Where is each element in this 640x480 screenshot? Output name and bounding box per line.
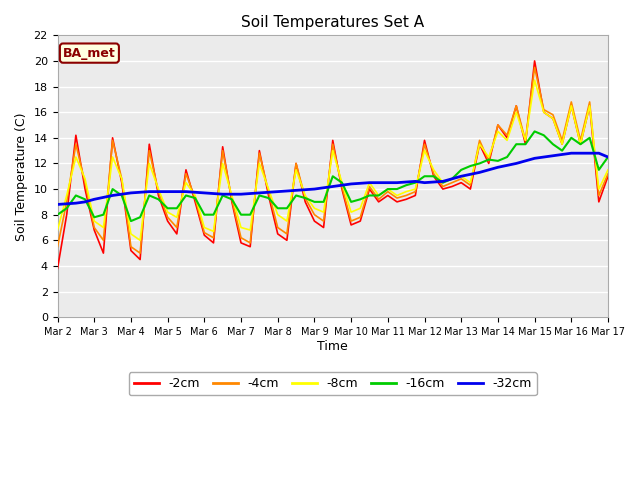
-4cm (191, 195, 199, 201)
-16cm (549, 141, 557, 147)
-2cm (54, 265, 61, 271)
-2cm (182, 167, 190, 173)
-16cm (255, 192, 263, 198)
-32cm (164, 189, 172, 194)
-4cm (356, 215, 364, 220)
Line: -4cm: -4cm (58, 67, 608, 253)
-8cm (393, 192, 401, 198)
X-axis label: Time: Time (317, 340, 348, 353)
-8cm (531, 77, 538, 83)
-2cm (384, 192, 392, 198)
Legend: -2cm, -4cm, -8cm, -16cm, -32cm: -2cm, -4cm, -8cm, -16cm, -32cm (129, 372, 537, 396)
-2cm (164, 218, 172, 224)
-32cm (54, 202, 61, 207)
-4cm (531, 64, 538, 70)
-16cm (356, 196, 364, 202)
-32cm (568, 150, 575, 156)
-8cm (255, 161, 263, 167)
-2cm (348, 222, 355, 228)
Line: -32cm: -32cm (58, 153, 608, 204)
-8cm (604, 167, 612, 173)
-4cm (393, 195, 401, 201)
-8cm (356, 205, 364, 211)
Text: BA_met: BA_met (63, 47, 116, 60)
-8cm (136, 238, 144, 243)
-4cm (549, 112, 557, 118)
-32cm (348, 181, 355, 187)
Line: -16cm: -16cm (58, 132, 608, 221)
-16cm (173, 205, 180, 211)
-32cm (182, 189, 190, 194)
-16cm (604, 154, 612, 160)
-32cm (531, 156, 538, 161)
-4cm (604, 171, 612, 177)
-2cm (246, 244, 254, 250)
-16cm (531, 129, 538, 134)
-2cm (540, 109, 548, 115)
-8cm (54, 227, 61, 233)
-32cm (246, 191, 254, 196)
-16cm (127, 218, 135, 224)
-2cm (531, 58, 538, 64)
-4cm (255, 150, 263, 156)
-32cm (604, 154, 612, 160)
-32cm (384, 180, 392, 186)
-16cm (54, 212, 61, 217)
-2cm (604, 173, 612, 179)
-4cm (54, 244, 61, 250)
-16cm (393, 186, 401, 192)
Title: Soil Temperatures Set A: Soil Temperatures Set A (241, 15, 424, 30)
Y-axis label: Soil Temperature (C): Soil Temperature (C) (15, 112, 28, 240)
Line: -8cm: -8cm (58, 80, 608, 240)
-8cm (173, 215, 180, 220)
-4cm (173, 225, 180, 230)
-4cm (136, 250, 144, 256)
-8cm (549, 116, 557, 121)
-8cm (191, 192, 199, 198)
-16cm (191, 195, 199, 201)
Line: -2cm: -2cm (58, 61, 608, 268)
